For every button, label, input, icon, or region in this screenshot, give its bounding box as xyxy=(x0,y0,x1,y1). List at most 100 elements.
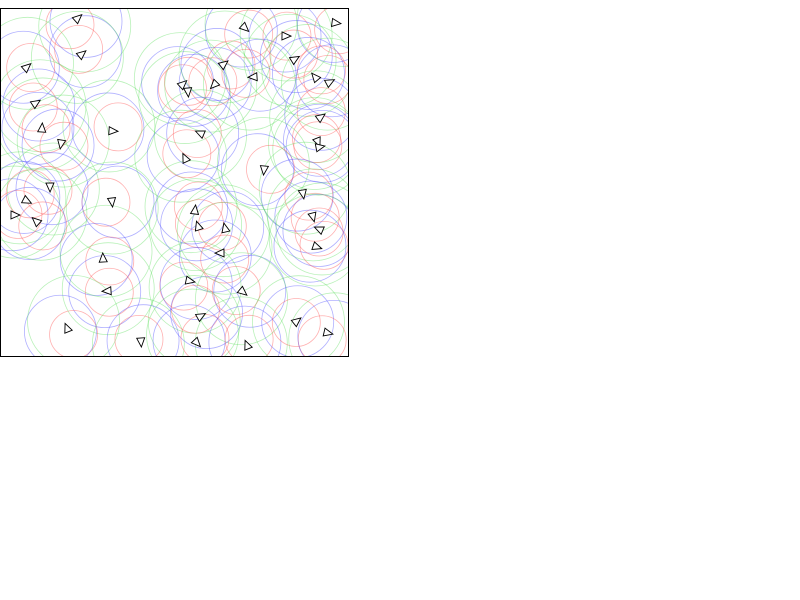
agent xyxy=(281,31,293,41)
cohesion-ring xyxy=(16,94,110,188)
cohesion-ring xyxy=(272,102,348,196)
separation-ring xyxy=(85,236,135,286)
cohesion-ring xyxy=(133,32,227,126)
agent xyxy=(176,79,188,91)
agent xyxy=(20,62,32,74)
separation-ring xyxy=(221,48,271,98)
alignment-ring xyxy=(204,9,278,68)
alignment-ring xyxy=(157,53,230,127)
alignment-ring xyxy=(146,119,220,193)
agent xyxy=(37,121,47,133)
agent xyxy=(189,203,200,215)
separation-ring xyxy=(18,201,68,251)
alignment-ring xyxy=(170,276,243,350)
agent xyxy=(314,143,326,153)
alignment-ring xyxy=(272,37,345,110)
alignment-ring xyxy=(180,28,254,101)
separation-ring xyxy=(5,169,55,219)
cohesion-ring xyxy=(1,167,88,261)
agents xyxy=(10,13,343,351)
cohesion-ring xyxy=(1,77,90,171)
agent xyxy=(314,113,326,124)
separation-ring xyxy=(296,87,346,137)
agent xyxy=(217,60,229,71)
cohesion-ring xyxy=(1,59,87,153)
separation-ring xyxy=(23,165,73,215)
agent xyxy=(31,216,43,228)
cohesion-ring xyxy=(1,151,67,245)
cohesion-ring xyxy=(258,141,348,235)
cohesion-ring xyxy=(266,168,348,262)
alignment-ring xyxy=(259,20,333,93)
cohesion-ring xyxy=(179,201,273,295)
separation-ring xyxy=(297,45,346,95)
agent xyxy=(246,72,258,82)
cohesion-ring xyxy=(30,10,124,104)
cohesion-ring xyxy=(138,51,232,144)
alignment-ring xyxy=(213,254,287,328)
separation-ring xyxy=(49,310,98,356)
agent xyxy=(182,152,192,165)
agent xyxy=(184,275,196,285)
agent xyxy=(100,286,112,296)
agent xyxy=(98,251,108,263)
separation-ring xyxy=(297,315,347,356)
alignment-ring xyxy=(208,305,282,356)
cohesion-ring xyxy=(178,10,272,104)
alignment-ring xyxy=(159,247,233,320)
cohesion-ring xyxy=(202,37,296,131)
cohesion-ring xyxy=(216,117,310,210)
separation-ring xyxy=(114,314,164,356)
separation-ring xyxy=(39,121,89,171)
alignment-ring xyxy=(261,285,335,356)
alignment-ring xyxy=(106,304,180,356)
alignment-ring xyxy=(2,68,76,142)
separation-ring xyxy=(284,171,334,221)
separation-ring xyxy=(21,104,71,154)
cohesion-ring xyxy=(239,9,333,82)
alignment-ring xyxy=(191,190,265,264)
cohesion-ring xyxy=(61,242,155,336)
separation-ring xyxy=(290,192,340,242)
separation-ring xyxy=(163,56,213,106)
agent xyxy=(194,220,204,232)
agent xyxy=(45,182,55,194)
cohesion-ring xyxy=(275,182,348,276)
alignment-ring xyxy=(152,304,226,356)
agent xyxy=(297,188,307,201)
agent xyxy=(311,72,322,84)
alignment-ring xyxy=(166,96,240,170)
separation-ring xyxy=(299,220,348,270)
alignment-ring xyxy=(155,171,229,245)
separation-ring xyxy=(294,207,344,257)
agent xyxy=(313,226,325,236)
alignment-ring xyxy=(282,194,348,267)
separation-ring xyxy=(211,266,261,315)
cohesion-ring xyxy=(6,142,100,236)
alignment-ring xyxy=(49,9,123,58)
agent xyxy=(106,197,117,209)
separation-ring xyxy=(1,190,43,239)
cohesion-ring xyxy=(268,97,348,190)
cohesion-ring xyxy=(164,39,258,133)
agent xyxy=(57,138,67,151)
cohesion-ring xyxy=(1,165,61,259)
separation-ring xyxy=(262,11,312,61)
separation-ring xyxy=(303,55,348,104)
separation-ring xyxy=(84,267,134,317)
agent xyxy=(259,165,270,177)
alignment-ring xyxy=(68,255,142,329)
agent xyxy=(323,79,336,89)
alignment-ring xyxy=(1,161,61,234)
separation-ring xyxy=(81,177,131,227)
alignment-ring xyxy=(21,108,95,182)
agent xyxy=(108,126,120,136)
alignment-ring xyxy=(81,165,155,239)
cohesion-ring xyxy=(296,9,348,67)
alignment-ring xyxy=(160,188,234,262)
alignment-ring xyxy=(223,38,297,112)
separation-ring xyxy=(8,82,58,132)
separation-ring xyxy=(54,24,104,74)
cohesion-ring xyxy=(38,9,132,73)
